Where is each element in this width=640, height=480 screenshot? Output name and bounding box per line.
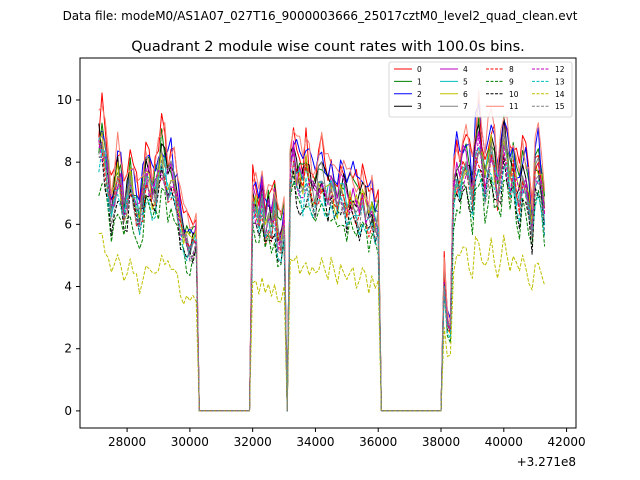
y-axis: 0 2 4 6 8 10: [57, 93, 80, 418]
legend-label-10: 10: [509, 90, 519, 99]
legend-label-0: 0: [417, 65, 422, 74]
legend-label-3: 3: [417, 102, 422, 111]
plot-frame: [79, 57, 577, 429]
x-tick-label: 32000: [234, 435, 272, 449]
series-line-2: [98, 103, 546, 412]
series-line-15: [98, 133, 546, 412]
y-tick-label: 4: [64, 280, 72, 294]
x-axis: 28000 30000 32000 34000 36000 38000 40000 42000: [108, 428, 586, 449]
y-tick-label: 8: [64, 155, 72, 169]
y-tick-label: 0: [64, 404, 72, 418]
series-line-14: [98, 232, 546, 412]
series-line-12: [98, 132, 546, 412]
chart-title: Quadrant 2 module wise count rates with …: [131, 39, 525, 55]
legend-label-14: 14: [555, 90, 565, 99]
legend-label-2: 2: [417, 90, 422, 99]
legend-label-11: 11: [509, 102, 519, 111]
legend-label-4: 4: [463, 65, 468, 74]
series-layer: [98, 89, 546, 412]
x-tick-label: 36000: [359, 435, 397, 449]
series-line-8: [98, 143, 546, 412]
series-line-7: [98, 125, 546, 412]
x-tick-label: 38000: [422, 435, 460, 449]
y-tick-label: 6: [64, 217, 72, 231]
legend-label-12: 12: [555, 65, 565, 74]
y-tick-label: 2: [64, 342, 72, 356]
legend-label-15: 15: [555, 102, 565, 111]
legend-label-8: 8: [509, 65, 514, 74]
y-tick-label: 10: [57, 93, 72, 107]
x-tick-label: 40000: [485, 435, 523, 449]
x-tick-label: 28000: [108, 435, 146, 449]
legend-label-7: 7: [463, 102, 468, 111]
legend-label-5: 5: [463, 77, 468, 86]
x-tick-label: 42000: [547, 435, 585, 449]
x-tick-label: 30000: [171, 435, 209, 449]
legend-label-1: 1: [417, 77, 422, 86]
legend-label-6: 6: [463, 90, 468, 99]
x-offset-label: +3.271e8: [517, 455, 576, 469]
legend-label-13: 13: [555, 77, 565, 86]
series-line-11: [98, 89, 546, 412]
legend-label-9: 9: [509, 77, 514, 86]
series-line-13: [98, 148, 546, 412]
x-tick-label: 34000: [296, 435, 334, 449]
chart-suptitle: Data file: modeM0/AS1A07_027T16_90000036…: [63, 9, 578, 23]
series-line-10: [98, 156, 546, 412]
legend-box: [388, 61, 573, 118]
